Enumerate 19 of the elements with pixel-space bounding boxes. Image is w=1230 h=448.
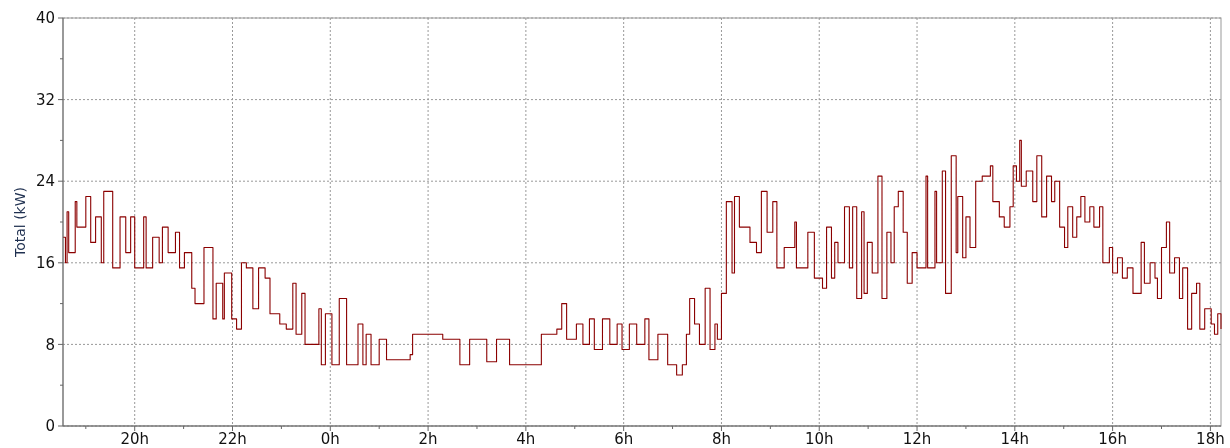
x-tick-label: 16h (1098, 430, 1127, 448)
y-tick-label: 40 (35, 9, 55, 28)
y-tick-label: 0 (45, 417, 55, 436)
x-tick-label: 14h (1000, 430, 1030, 448)
x-tick-label: 0h (320, 430, 340, 448)
y-tick-label: 16 (35, 254, 55, 273)
x-tick-label: 18h (1196, 430, 1225, 448)
y-tick-label: 24 (35, 172, 55, 191)
x-tick-label: 6h (614, 430, 634, 448)
x-tick-label: 20h (120, 430, 150, 448)
x-tick-label: 4h (516, 430, 536, 448)
x-tick-label: 8h (711, 430, 731, 448)
x-tick-label: 12h (902, 430, 932, 448)
x-tick-label: 2h (418, 430, 438, 448)
y-axis-title: Total (kW) (12, 186, 28, 259)
y-tick-label: 8 (45, 335, 55, 354)
x-tick-label: 22h (218, 430, 247, 448)
x-tick-label: 10h (804, 430, 834, 448)
y-tick-label: 32 (35, 90, 55, 109)
